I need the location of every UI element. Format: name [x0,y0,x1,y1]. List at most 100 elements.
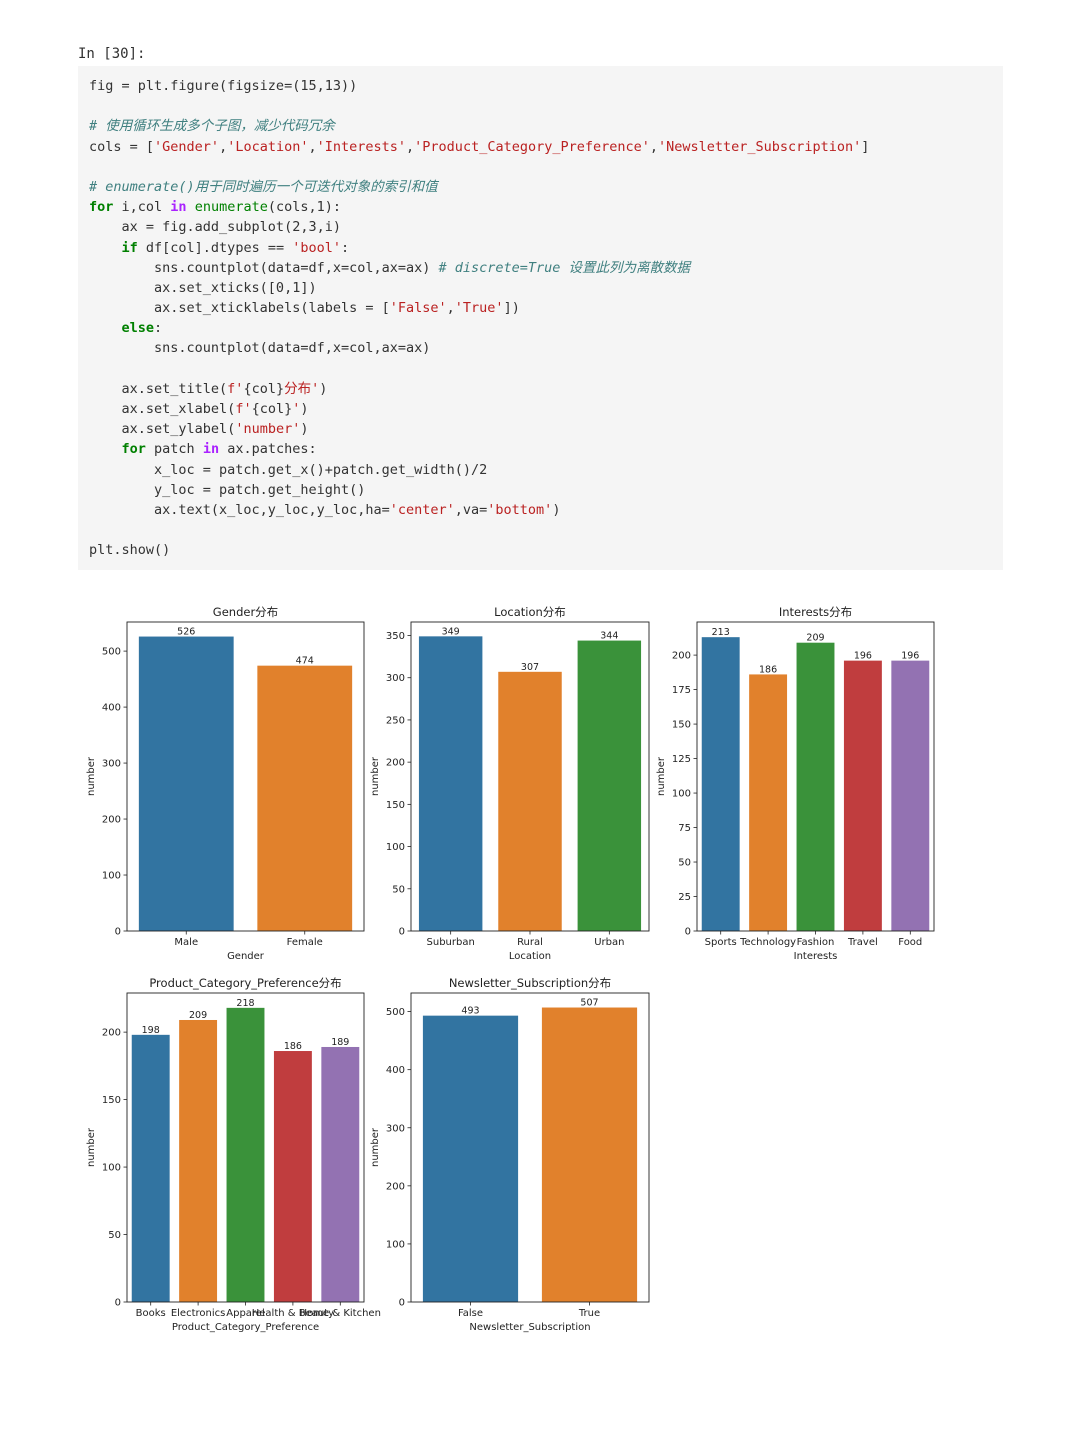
subplot-0: 526 Male 474 Female 0 100 200 300 400 500 Gender分布… [86,605,365,962]
code-token: 'Product_Category_Preference' [414,138,650,155]
y-tick-label: 150 [386,800,405,811]
y-tick-label: 500 [102,647,121,658]
bar-value-label: 186 [759,664,777,675]
bar [843,660,882,931]
y-tick-label: 100 [102,871,121,882]
bar-value-label: 209 [806,633,824,644]
code-token: ] [861,138,870,155]
code-token: ax.set_xlabel( [89,401,236,417]
x-tick-label: Male [174,937,198,948]
bar-value-label: 218 [236,998,254,1009]
code-token: 'bottom' [487,501,553,518]
code-token: ) [300,401,309,417]
code-cell[interactable]: fig = plt.figure(figsize=(15,13)) # 使用循环生… [78,66,1003,570]
axes-frame [410,992,650,1303]
code-token: ' [292,401,301,417]
y-tick-label: 350 [386,631,405,642]
code-token: fig = plt.figure(figsize=(15,13)) [89,78,358,94]
bar-value-label: 474 [296,656,314,667]
code-line: x_loc = patch.get_x()+patch.get_width()/… [89,460,1003,480]
bar [321,1046,360,1302]
x-tick-label: Travel [847,937,878,948]
y-tick-label: 500 [386,1007,405,1018]
code-token: cols = [ [89,138,155,155]
code-token: # 使用循环生成多个子图，减少代码冗余 [89,118,335,135]
y-tick-label: 250 [386,715,405,726]
y-tick-label: 75 [678,823,691,834]
code-token: sns.countplot(data=df,x=col,ax=ax) [89,259,439,276]
code-token: ,va= [454,501,488,518]
code-line: sns.countplot(data=df,x=col,ax=ax) # dis… [89,258,1003,278]
subplot-4: 493 False 507 True 0 100 200 300 400 500 Newslette… [370,976,650,1333]
code-line: plt.show() [89,540,1003,560]
figure-output: 526 Male 474 Female 0 100 200 300 400 500 Gender分布… [0,590,1080,1350]
y-tick-label: 125 [672,754,691,765]
y-tick-label: 100 [102,1163,121,1174]
x-tick-label: False [458,1308,483,1319]
subplot-3: 198 Books 209 Electronics 218 Apparel 186 Healt… [86,976,381,1333]
bar-value-label: 307 [521,662,539,673]
code-token: ) [552,501,561,518]
code-token: {col} [243,380,285,397]
y-tick-label: 0 [399,927,405,938]
y-tick-label: 200 [672,651,691,662]
code-line [89,359,1003,379]
y-tick-label: 400 [386,1065,405,1076]
code-token: i,col [113,199,171,216]
cell-prompt: In [30]: [78,46,146,62]
y-tick-label: 100 [386,842,405,853]
chart-title: Product_Category_Preference分布 [149,976,341,990]
code-token: : [154,320,163,337]
code-token: 'True' [454,300,504,317]
bar-value-label: 198 [142,1025,160,1036]
code-token: f' [235,401,252,417]
code-token: 'bool' [292,239,341,256]
x-tick-label: Food [898,937,922,948]
y-tick-label: 50 [678,858,691,869]
bar [179,1019,218,1302]
x-tick-label: Female [287,937,323,948]
y-tick-label: 150 [102,1095,121,1106]
code-token: for [89,199,114,216]
y-tick-label: 0 [685,927,691,938]
code-line: for i,col in enumerate(cols,1): [89,197,1003,217]
code-line: cols = ['Gender','Location','Interests',… [89,137,1003,157]
code-token [89,320,122,336]
y-tick-label: 200 [102,1028,121,1039]
code-line: ax = fig.add_subplot(2,3,i) [89,217,1003,237]
y-tick-label: 200 [386,758,405,769]
code-line: for patch in ax.patches: [89,439,1003,459]
code-token: plt.show() [89,542,171,559]
x-axis-label: Product_Category_Preference [172,1322,319,1333]
code-token: # enumerate()用于同时遍历一个可迭代对象的索引和值 [89,178,438,195]
y-axis-label: number [370,1127,381,1167]
bar [226,1007,265,1302]
code-token: df[col].dtypes == [137,239,293,256]
code-line [89,520,1003,540]
code-token [89,240,122,256]
y-tick-label: 50 [108,1230,121,1241]
code-token: x_loc = patch.get_x()+patch.get_width()/… [89,461,488,478]
bar [541,1007,638,1302]
y-axis-label: number [370,756,381,796]
code-line: # enumerate()用于同时遍历一个可迭代对象的索引和值 [89,177,1003,197]
bar [796,642,835,931]
bar-value-label: 209 [189,1010,207,1021]
y-tick-label: 300 [386,673,405,684]
y-axis-label: number [86,756,97,796]
code-token: ax.set_title( [89,380,228,397]
bar-value-label: 526 [177,627,195,638]
y-tick-label: 200 [386,1181,405,1192]
x-axis-label: Gender [227,951,265,962]
y-tick-label: 150 [672,720,691,731]
axes-frame [126,621,365,932]
x-axis-label: Location [509,951,551,962]
bar [273,1051,312,1302]
code-token: , [406,138,415,155]
code-token: f' [227,380,244,397]
x-tick-label: Urban [594,937,624,948]
code-token: sns.countplot(data=df,x=col,ax=ax) [89,340,431,357]
code-line: if df[col].dtypes == 'bool': [89,238,1003,258]
y-axis-label: number [656,756,667,796]
code-token: ]) [503,300,520,317]
